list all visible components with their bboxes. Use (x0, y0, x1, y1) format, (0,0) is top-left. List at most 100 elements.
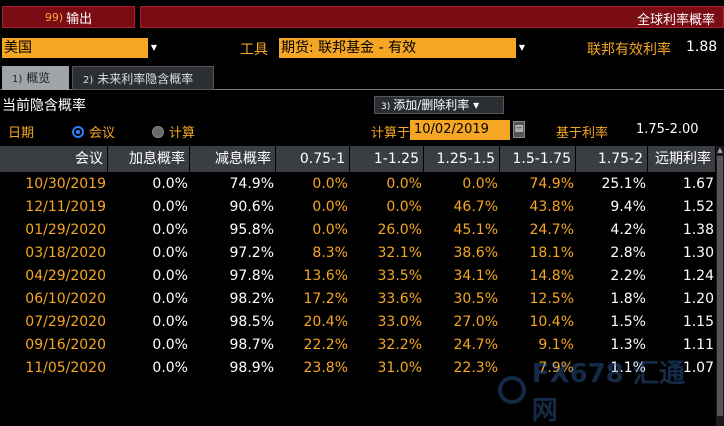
meeting-date-cell: 11/05/2020 (25, 360, 106, 376)
table-row[interactable]: 11/05/2020 0.0% 98.9% 23.8% 31.0% 22.3% 7.9% 1.… (0, 357, 716, 380)
table-row[interactable]: 07/29/2020 0.0% 98.5% 20.4% 33.0% 27.0% 10.4% 1… (0, 311, 716, 334)
scroll-up-icon[interactable]: ▲ (717, 146, 723, 154)
table-row[interactable]: 06/10/2020 0.0% 98.2% 17.2% 33.6% 30.5% 12.5% 1… (0, 288, 716, 311)
meeting-date-cell: 03/18/2020 (25, 245, 106, 261)
table-cell: 0.0% (152, 291, 188, 307)
meeting-date-cell: 01/29/2020 (25, 222, 106, 238)
radio-calculate-label: 计算 (169, 126, 196, 141)
export-button[interactable]: 99) 输出 (2, 6, 135, 28)
table-cell: 22.2% (303, 337, 348, 353)
table-cell: 0.0% (152, 268, 188, 284)
table-cell: 17.2% (303, 291, 348, 307)
base-rate-value: 1.75-2.00 (636, 122, 699, 137)
table-cell: 1.38 (682, 222, 714, 238)
meeting-date-cell: 04/29/2020 (25, 268, 106, 284)
title-bar: 全球利率概率 (140, 6, 724, 28)
tool-label: 工具 (240, 42, 268, 58)
column-header[interactable]: 1-1.25 (350, 146, 424, 172)
meeting-date-cell: 09/16/2020 (25, 337, 106, 353)
table-row[interactable]: 04/29/2020 0.0% 97.8% 13.6% 33.5% 34.1% 14.8% 2… (0, 265, 716, 288)
table-cell: 98.7% (229, 337, 274, 353)
calc-at-label: 计算于 (371, 126, 411, 141)
table-cell: 0.0% (152, 245, 188, 261)
tab-number: 2) (83, 75, 94, 86)
table-cell: 13.6% (303, 268, 348, 284)
table-cell: 9.1% (538, 337, 574, 353)
table-cell: 0.0% (152, 199, 188, 215)
table-cell: 25.1% (601, 176, 646, 192)
table-cell: 1.24 (682, 268, 714, 284)
table-cell: 98.2% (229, 291, 274, 307)
table-cell: 90.6% (229, 199, 274, 215)
table-row[interactable]: 09/16/2020 0.0% 98.7% 22.2% 32.2% 24.7% 9.1% 1.… (0, 334, 716, 357)
date-label: 日期 (8, 126, 35, 141)
table-cell: 20.4% (303, 314, 348, 330)
table-cell: 98.9% (229, 360, 274, 376)
add-remove-rate-button[interactable]: 3) 添加/删除利率 ▾ (374, 96, 504, 114)
table-cell: 0.0% (152, 176, 188, 192)
table-cell: 1.3% (610, 337, 646, 353)
table-cell: 34.1% (453, 268, 498, 284)
column-header[interactable]: 减息概率 (190, 146, 276, 172)
table-cell: 38.6% (453, 245, 498, 261)
table-cell: 12.5% (529, 291, 574, 307)
effective-rate-label: 联邦有效利率 (587, 42, 671, 58)
table-cell: 33.0% (377, 314, 422, 330)
radio-meeting[interactable]: 会议 (72, 122, 115, 141)
table-cell: 27.0% (453, 314, 498, 330)
meeting-date-cell: 12/11/2019 (25, 199, 106, 215)
table-cell: 0.0% (152, 360, 188, 376)
column-header[interactable]: 1.75-2 (576, 146, 648, 172)
section-title: 当前隐含概率 (2, 98, 86, 114)
tool-value: 期货: 联邦基金 - 有效 (281, 40, 417, 56)
chevron-down-icon[interactable]: ▼ (148, 38, 160, 58)
table-cell: 23.8% (303, 360, 348, 376)
table-row[interactable]: 03/18/2020 0.0% 97.2% 8.3% 32.1% 38.6% 18.1% 2.… (0, 242, 716, 265)
column-header[interactable]: 会议 (0, 146, 108, 172)
table-cell: 0.0% (386, 199, 422, 215)
column-header[interactable]: 1.5-1.75 (500, 146, 576, 172)
column-header[interactable]: 远期利率 (648, 146, 716, 172)
watermark-logo-icon (498, 376, 526, 404)
tab-label: 未来利率隐含概率 (97, 72, 194, 86)
table-cell: 24.7% (529, 222, 574, 238)
table-cell: 1.8% (610, 291, 646, 307)
table-row[interactable]: 12/11/2019 0.0% 90.6% 0.0% 0.0% 46.7% 43.8% 9.4… (0, 196, 716, 219)
scroll-thumb[interactable] (717, 156, 723, 416)
calc-date-input[interactable]: 10/02/2019 (410, 120, 510, 140)
vertical-scrollbar[interactable]: ▲ (716, 146, 724, 426)
table-cell: 26.0% (377, 222, 422, 238)
column-header[interactable]: 1.25-1.5 (424, 146, 500, 172)
table-cell: 98.5% (229, 314, 274, 330)
country-select[interactable]: 美国 ▼ (2, 38, 160, 58)
table-cell: 1.11 (682, 337, 714, 353)
table-cell: 18.1% (529, 245, 574, 261)
column-header[interactable]: 0.75-1 (276, 146, 350, 172)
table-cell: 1.67 (682, 176, 714, 192)
table-cell: 1.20 (682, 291, 714, 307)
radio-calculate[interactable]: 计算 (152, 122, 195, 141)
table-cell: 31.0% (377, 360, 422, 376)
column-header[interactable]: 加息概率 (108, 146, 190, 172)
table-cell: 74.9% (229, 176, 274, 192)
table-cell: 32.2% (377, 337, 422, 353)
tab-future-implied-probability[interactable]: 2) 未来利率隐含概率 (72, 66, 214, 90)
table-cell: 1.1% (610, 360, 646, 376)
table-row[interactable]: 10/30/2019 0.0% 74.9% 0.0% 0.0% 0.0% 74.9% 25.1… (0, 173, 716, 196)
table-cell: 1.15 (682, 314, 714, 330)
table-cell: 4.2% (610, 222, 646, 238)
tab-label: 概览 (26, 71, 51, 85)
radio-selected-icon[interactable] (72, 125, 84, 138)
table-cell: 0.0% (312, 199, 348, 215)
radio-unselected-icon[interactable] (152, 125, 164, 138)
chevron-down-icon[interactable]: ▼ (516, 38, 528, 58)
tool-select[interactable]: 期货: 联邦基金 - 有效 ▼ (279, 38, 528, 58)
table-cell: 2.8% (610, 245, 646, 261)
table-cell: 8.3% (312, 245, 348, 261)
tab-overview[interactable]: 1) 概览 (2, 66, 69, 90)
calendar-icon[interactable]: ▤ (513, 121, 525, 138)
table-cell: 97.8% (229, 268, 274, 284)
meeting-date-cell: 10/30/2019 (25, 176, 106, 192)
table-cell: 10.4% (529, 314, 574, 330)
table-row[interactable]: 01/29/2020 0.0% 95.8% 0.0% 26.0% 45.1% 24.7% 4.… (0, 219, 716, 242)
